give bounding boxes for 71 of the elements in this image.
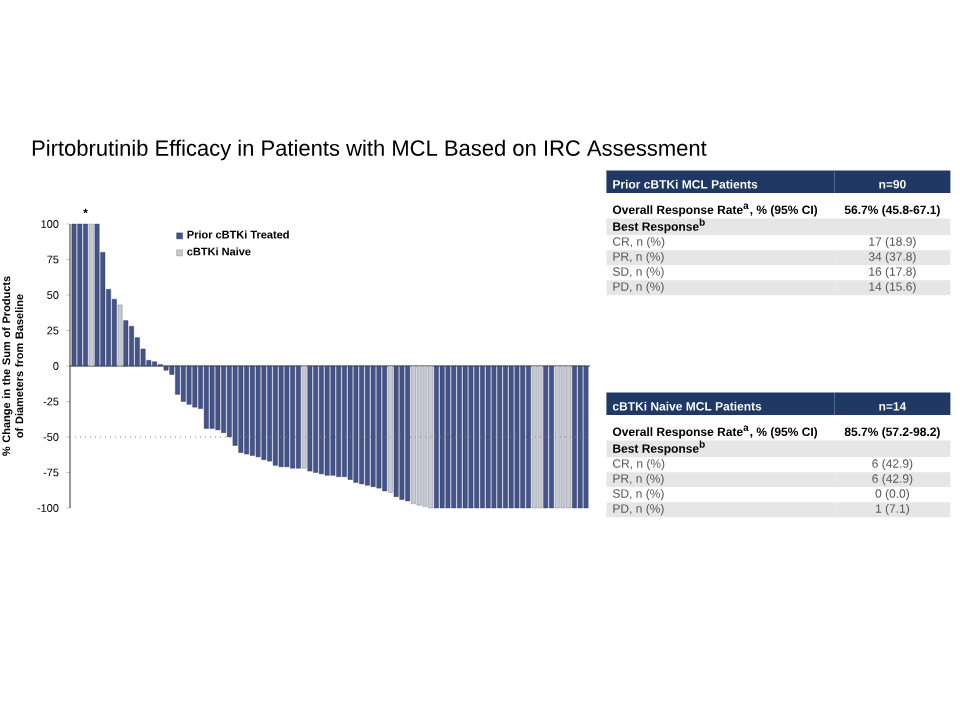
bar xyxy=(474,365,480,509)
bar xyxy=(83,223,88,367)
bar xyxy=(318,365,324,475)
bar xyxy=(152,361,157,367)
bar xyxy=(238,365,244,453)
bar xyxy=(336,365,342,477)
bar xyxy=(330,365,336,476)
bar xyxy=(508,365,514,509)
bar xyxy=(399,365,405,500)
bar xyxy=(347,365,353,480)
bar xyxy=(267,365,272,462)
bar xyxy=(520,365,526,509)
bar xyxy=(203,365,209,429)
bar xyxy=(572,365,577,509)
bar xyxy=(577,365,583,509)
bar xyxy=(543,365,549,509)
bar xyxy=(364,365,370,486)
bar xyxy=(462,365,468,509)
bar xyxy=(370,365,376,487)
bar xyxy=(290,365,296,469)
bar xyxy=(451,365,457,509)
bar xyxy=(382,365,388,492)
bar xyxy=(94,223,100,367)
bar xyxy=(186,365,192,405)
bar xyxy=(353,365,359,483)
bar xyxy=(180,365,186,402)
bar xyxy=(457,365,462,509)
bar xyxy=(439,365,445,509)
bar xyxy=(445,365,451,509)
bar xyxy=(526,365,531,509)
bar xyxy=(77,223,83,367)
bar xyxy=(261,365,267,460)
bar xyxy=(232,365,238,446)
bar xyxy=(249,365,255,456)
bar xyxy=(359,365,365,485)
chart-title: Pirtobrutinib Efficacy in Patients with MCL Based on IRC Assessment xyxy=(32,139,707,161)
bar xyxy=(549,365,554,509)
bar xyxy=(209,365,215,429)
bar xyxy=(480,365,485,509)
bar xyxy=(514,365,520,509)
bar xyxy=(491,365,497,509)
bar xyxy=(284,365,290,468)
bar xyxy=(434,365,439,509)
bar xyxy=(376,365,382,489)
bar xyxy=(405,365,411,502)
bar xyxy=(226,365,232,438)
bar xyxy=(295,365,301,469)
bar xyxy=(192,365,198,408)
bar xyxy=(221,365,226,433)
bar xyxy=(583,365,589,509)
bar xyxy=(215,365,221,431)
bar xyxy=(272,365,278,466)
bar xyxy=(117,304,123,367)
bar xyxy=(393,365,399,497)
bar xyxy=(497,365,503,509)
bar xyxy=(341,365,347,477)
bar xyxy=(307,365,313,472)
bar xyxy=(278,365,284,468)
bar xyxy=(313,365,319,473)
bar xyxy=(255,365,261,458)
bar xyxy=(129,326,134,367)
bar xyxy=(468,365,474,509)
bar xyxy=(503,365,508,509)
bar xyxy=(175,365,180,395)
bar xyxy=(244,365,249,455)
bar xyxy=(485,365,491,509)
bar xyxy=(88,223,94,367)
bar xyxy=(123,320,129,367)
bar xyxy=(324,365,330,476)
bar xyxy=(71,223,77,367)
bar xyxy=(163,365,169,371)
